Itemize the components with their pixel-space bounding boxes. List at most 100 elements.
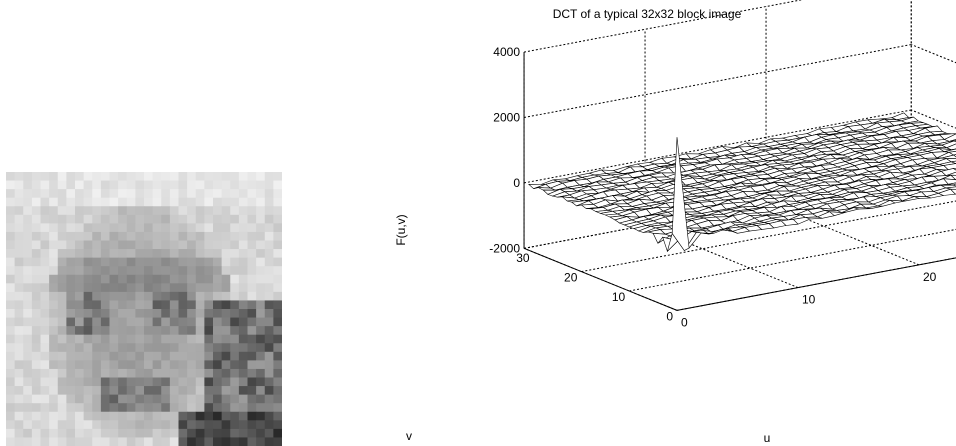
image-pixel	[144, 257, 154, 267]
image-pixel	[109, 257, 119, 267]
image-pixel	[118, 394, 128, 404]
image-pixel	[238, 180, 248, 190]
image-pixel	[152, 403, 162, 413]
image-pixel	[83, 223, 93, 233]
image-pixel	[109, 437, 119, 446]
image-pixel	[66, 283, 76, 293]
image-pixel	[221, 223, 231, 233]
image-pixel	[256, 300, 266, 310]
image-pixel	[264, 231, 274, 241]
image-pixel	[144, 386, 154, 396]
image-pixel	[49, 360, 59, 370]
image-pixel	[256, 309, 266, 318]
image-pixel	[161, 309, 171, 318]
image-pixel	[238, 291, 248, 301]
image-pixel	[221, 197, 231, 207]
image-pixel	[109, 317, 119, 327]
image-pixel	[187, 334, 197, 344]
image-pixel	[247, 180, 257, 190]
floor-grid-line	[676, 257, 956, 311]
image-pixel	[178, 206, 188, 216]
image-pixel	[204, 249, 214, 259]
image-pixel	[264, 394, 274, 404]
image-pixel	[187, 300, 197, 310]
image-pixel	[49, 420, 59, 430]
image-pixel	[75, 343, 85, 353]
image-pixel	[100, 180, 110, 190]
image-pixel	[221, 437, 231, 446]
image-pixel	[247, 300, 257, 310]
image-pixel	[49, 180, 59, 190]
image-pixel	[23, 326, 33, 336]
image-pixel	[213, 437, 223, 446]
image-pixel	[264, 420, 274, 430]
image-pixel	[169, 317, 179, 327]
image-pixel	[31, 360, 41, 370]
image-pixel	[83, 360, 93, 370]
image-pixel	[187, 403, 197, 413]
image-pixel	[230, 274, 240, 284]
image-pixel	[57, 206, 67, 216]
image-pixel	[100, 283, 110, 293]
image-pixel	[75, 197, 85, 207]
image-pixel	[83, 291, 93, 301]
image-pixel	[31, 291, 41, 301]
image-pixel	[126, 377, 136, 387]
image-pixel	[49, 257, 59, 267]
image-pixel	[256, 266, 266, 276]
image-pixel	[256, 394, 266, 404]
image-pixel	[14, 283, 24, 293]
image-pixel	[40, 257, 50, 267]
image-pixel	[247, 386, 257, 396]
image-pixel	[204, 437, 214, 446]
image-pixel	[178, 214, 188, 224]
image-pixel	[126, 231, 136, 241]
image-pixel	[40, 343, 50, 353]
image-pixel	[152, 343, 162, 353]
image-pixel	[256, 411, 266, 421]
image-pixel	[178, 437, 188, 446]
image-pixel	[14, 309, 24, 318]
image-pixel	[92, 428, 102, 438]
image-pixel	[264, 326, 274, 336]
image-pixel	[109, 206, 119, 216]
image-pixel	[152, 266, 162, 276]
image-pixel	[264, 300, 274, 310]
image-pixel	[238, 223, 248, 233]
image-pixel	[238, 214, 248, 224]
image-pixel	[75, 334, 85, 344]
image-pixel	[31, 197, 41, 207]
image-pixel	[66, 249, 76, 259]
image-pixel	[264, 274, 274, 284]
image-pixel	[66, 172, 76, 181]
image-pixel	[152, 300, 162, 310]
image-pixel	[40, 411, 50, 421]
image-pixel	[6, 257, 16, 267]
image-pixel	[169, 351, 179, 361]
image-pixel	[144, 377, 154, 387]
image-pixel	[66, 274, 76, 284]
image-pixel	[230, 386, 240, 396]
image-pixel	[57, 197, 67, 207]
image-pixel	[92, 420, 102, 430]
image-pixel	[247, 197, 257, 207]
image-pixel	[169, 411, 179, 421]
image-pixel	[187, 291, 197, 301]
image-pixel	[273, 180, 282, 190]
image-pixel	[92, 351, 102, 361]
image-pixel	[118, 197, 128, 207]
image-pixel	[273, 368, 282, 378]
image-pixel	[144, 326, 154, 336]
image-pixel	[92, 317, 102, 327]
image-pixel	[161, 334, 171, 344]
image-pixel	[135, 360, 145, 370]
image-pixel	[126, 283, 136, 293]
image-pixel	[238, 326, 248, 336]
image-pixel	[40, 394, 50, 404]
image-pixel	[221, 326, 231, 336]
image-pixel	[169, 300, 179, 310]
image-pixel	[40, 206, 50, 216]
image-pixel	[213, 189, 223, 199]
image-pixel	[247, 403, 257, 413]
image-pixel	[178, 274, 188, 284]
